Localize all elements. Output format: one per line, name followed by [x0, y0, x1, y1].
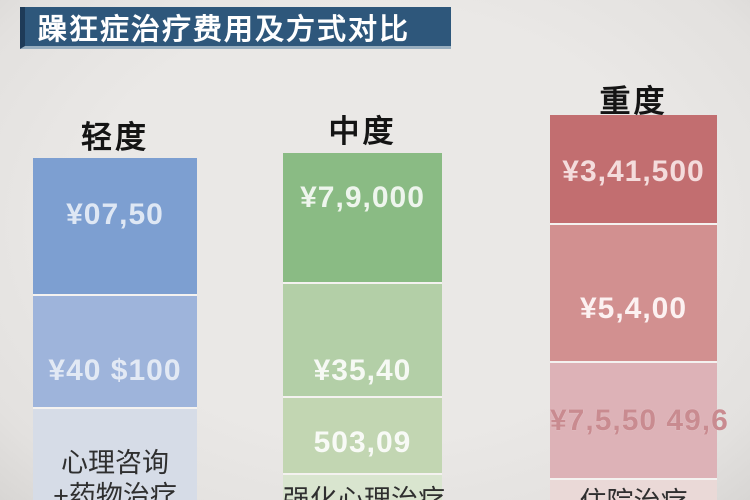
method-label-area: 住院治疗 — [550, 480, 717, 500]
column-header-mild: 轻度 — [81, 120, 149, 155]
bar-segment: ¥35,40 — [283, 284, 442, 396]
bar-segment: ¥7,5,50 49,6 — [550, 363, 729, 478]
bar-segment: ¥07,50 — [33, 158, 197, 294]
page-title: 躁狂症治疗费用及方式对比 — [38, 13, 411, 46]
bar-column-moderate: ¥7,9,000 ¥35,40 503,09 强化心理治疗 — [283, 153, 445, 500]
method-line: +药物治疗 — [53, 481, 177, 500]
segment-value-label: ¥3,41,500 — [562, 155, 705, 188]
bar-column-severe: ¥3,41,500 ¥5,4,00 ¥7,5,50 49,6 住院治疗 — [550, 115, 729, 500]
segment-value-label: ¥40 $100 — [48, 354, 182, 387]
method-line: 强化心理治疗 — [283, 485, 445, 500]
segment-value-label: ¥5,4,00 — [579, 292, 688, 325]
method-line: 住院治疗 — [550, 486, 717, 500]
method-label-area: 强化心理治疗 — [283, 475, 445, 500]
column-header-moderate: 中度 — [328, 114, 397, 149]
segment-value-label: ¥35,40 — [313, 354, 412, 387]
bar-segment: 503,09 — [283, 398, 442, 473]
bar-segment: ¥7,9,000 — [283, 153, 442, 282]
bar-segment: ¥5,4,00 — [550, 225, 717, 361]
segment-value-label: ¥7,9,000 — [300, 181, 425, 214]
bar-column-mild: ¥07,50 ¥40 $100 心理咨询 +药物治疗 — [33, 158, 197, 500]
method-label-area: 心理咨询 +药物治疗 — [33, 409, 197, 500]
segment-value-label: 503,09 — [313, 426, 412, 459]
treatment-method-label: 心理咨询 +药物治疗 — [33, 447, 197, 500]
segment-value-label: ¥7,5,50 49,6 — [550, 404, 729, 437]
treatment-method-label: 住院治疗 — [550, 486, 717, 500]
title-banner: 躁狂症治疗费用及方式对比 — [20, 7, 451, 49]
column-header-severe: 重度 — [599, 84, 668, 119]
segment-value-label: ¥07,50 — [66, 198, 164, 231]
treatment-method-label: 强化心理治疗 — [283, 484, 445, 500]
bar-segment: ¥3,41,500 — [550, 115, 717, 223]
method-line: 心理咨询 — [61, 448, 169, 478]
bar-segment: ¥40 $100 — [33, 296, 197, 407]
